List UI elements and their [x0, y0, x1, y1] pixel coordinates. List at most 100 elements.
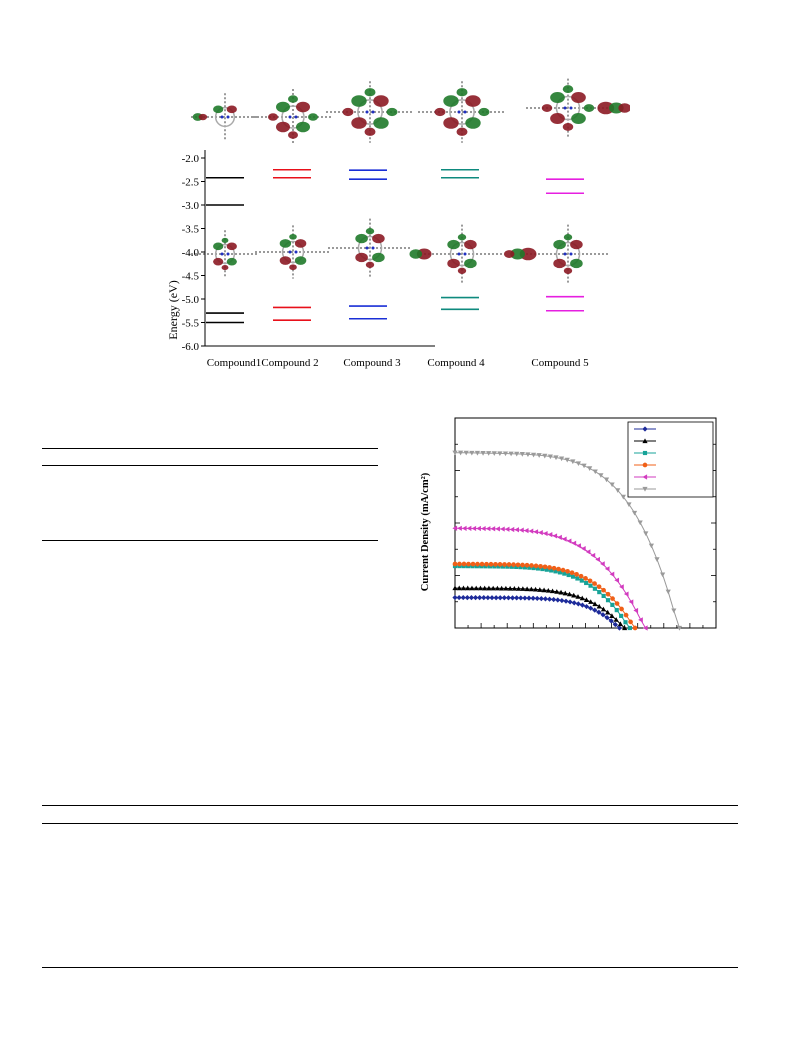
data-point [600, 561, 605, 567]
data-point [508, 451, 514, 457]
data-point [502, 562, 507, 567]
data-point [461, 561, 467, 567]
energy-tick-label: -2.5 [182, 177, 200, 189]
data-point [553, 569, 558, 574]
compound-labels: Compound1 Compound 2 Compound 3 Compound 4 C… [207, 357, 589, 369]
data-point [628, 619, 633, 625]
data-point [619, 584, 624, 590]
data-point [671, 608, 677, 614]
data-point [485, 526, 491, 532]
data-point [553, 455, 559, 461]
data-point [509, 564, 514, 569]
data-point [605, 609, 611, 615]
data-point [597, 590, 602, 595]
data-point [587, 578, 593, 584]
data-point [488, 561, 494, 567]
data-point [617, 621, 624, 627]
series-diamond [452, 594, 623, 631]
data-point [529, 563, 534, 568]
data-point [549, 568, 554, 573]
data-point [496, 564, 501, 569]
data-point [665, 589, 671, 595]
data-point [642, 438, 648, 444]
data-point [619, 613, 624, 618]
data-point [481, 595, 487, 601]
data-point [609, 482, 615, 488]
data-point [566, 591, 573, 597]
data-point [579, 602, 586, 608]
data-point [592, 586, 597, 591]
data-point [569, 570, 575, 576]
data-point [590, 552, 596, 559]
data-point [585, 549, 591, 555]
data-point [514, 595, 520, 601]
data-point [562, 590, 568, 596]
molecular-orbital-icon [191, 230, 259, 278]
energy-tick-label: -6.0 [182, 341, 200, 353]
data-point [518, 565, 523, 570]
data-point [494, 585, 501, 591]
data-point [506, 562, 512, 567]
data-point [463, 450, 469, 456]
data-point [528, 586, 534, 592]
series-triangle-left [452, 525, 648, 631]
energy-axis-label: Energy (eV) [166, 280, 180, 339]
series-triangle-up [452, 585, 628, 631]
compound-label: Compound 3 [343, 357, 401, 369]
data-point [544, 567, 549, 572]
data-point [475, 561, 480, 567]
molecular-orbital-icon [253, 89, 333, 145]
data-point [559, 456, 565, 462]
data-point [460, 585, 467, 591]
data-point [532, 586, 539, 592]
data-point [601, 593, 606, 599]
data-point [575, 576, 580, 581]
energy-tick-label: -5.5 [182, 318, 200, 330]
data-point [626, 502, 632, 507]
data-point [604, 566, 610, 572]
data-point [609, 571, 615, 577]
data-point [628, 599, 634, 605]
data-point [533, 563, 539, 569]
data-point [482, 585, 488, 591]
data-point [596, 609, 602, 615]
energy-tick-label: -4.0 [182, 247, 200, 259]
data-point [588, 583, 593, 588]
data-point [493, 561, 498, 567]
data-point [560, 567, 566, 573]
data-point [503, 585, 509, 591]
data-point [497, 451, 503, 457]
data-point [480, 525, 486, 532]
data-point [545, 587, 551, 593]
data-point [514, 564, 519, 570]
data-point [520, 562, 525, 568]
data-point [530, 595, 536, 601]
data-point [583, 597, 590, 602]
energy-axis: -2.0 -2.5 -3.0 -3.5 -4.0 -4.5 -5.0 -5.5 -6.0 [182, 150, 435, 353]
data-point [643, 531, 649, 537]
data-point [530, 452, 537, 458]
data-point [547, 565, 552, 570]
data-point [567, 599, 573, 605]
molecular-orbital-icon [191, 93, 259, 141]
data-point [614, 608, 619, 613]
data-point [638, 617, 643, 623]
data-point [551, 596, 557, 603]
table-rule-top [42, 448, 378, 449]
data-point [519, 527, 524, 533]
energy-tick-label: -4.5 [182, 271, 200, 283]
data-point [565, 568, 570, 574]
data-point [469, 585, 475, 591]
data-point [531, 565, 536, 571]
data-point [540, 566, 545, 572]
data-point [642, 474, 648, 480]
data-point [522, 595, 528, 601]
data-point [556, 566, 561, 572]
data-point [575, 461, 582, 467]
table2-rule-header [42, 823, 738, 824]
data-point [570, 459, 576, 465]
data-point [620, 494, 626, 500]
data-point [622, 625, 628, 631]
data-point [452, 561, 458, 567]
data-point [516, 586, 522, 591]
